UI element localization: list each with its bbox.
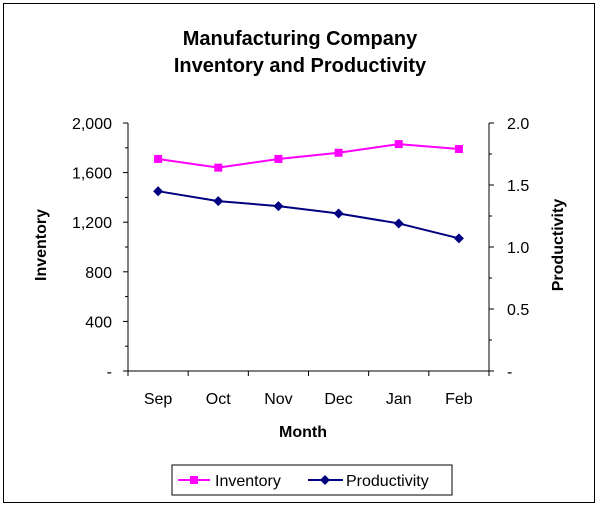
chart-title-line2: Inventory and Productivity — [174, 55, 427, 77]
x-tick-label: Jan — [386, 391, 412, 408]
x-tick-label: Oct — [206, 391, 231, 408]
data-point-productivity — [333, 208, 344, 219]
data-point-productivity — [273, 201, 284, 212]
data-point-productivity — [393, 218, 404, 229]
y-left-tick-label: - — [107, 364, 112, 381]
series-group — [153, 140, 464, 244]
chart-title-line1: Manufacturing Company — [183, 28, 418, 50]
y-left-tick-label: 800 — [85, 265, 112, 282]
y-left-axis-title: Inventory — [33, 209, 50, 281]
y-right-tick-label: - — [507, 364, 512, 381]
data-point-inventory — [394, 140, 403, 149]
y-right-tick-label: 1.0 — [507, 240, 529, 257]
y-right-axis-title: Productivity — [550, 199, 567, 292]
x-tick-label: Dec — [324, 391, 352, 408]
legend-inventory-label: Inventory — [215, 473, 281, 490]
y-left-tick-label: 400 — [85, 314, 112, 331]
axes — [123, 122, 494, 376]
data-point-productivity — [213, 196, 224, 207]
x-axis-title: Month — [279, 424, 327, 441]
y-left-tick-label: 1,600 — [72, 166, 112, 183]
data-point-productivity — [453, 233, 464, 244]
data-point-inventory — [214, 163, 223, 172]
data-point-inventory — [454, 145, 463, 154]
data-point-inventory — [154, 154, 163, 163]
series-line-productivity — [157, 190, 460, 240]
data-point-inventory — [334, 148, 343, 157]
x-tick-label: Sep — [144, 391, 173, 408]
x-tick-label: Nov — [264, 391, 292, 408]
legend: Inventory Productivity — [171, 464, 453, 496]
y-left-tick-label: 2,000 — [72, 116, 112, 133]
y-left-tick-label: 1,200 — [72, 215, 112, 232]
y-right-tick-label: 1.5 — [507, 178, 529, 195]
data-point-inventory — [274, 154, 283, 163]
legend-productivity-marker — [320, 475, 330, 485]
y-right-tick-label: 0.5 — [507, 302, 529, 319]
data-point-productivity — [153, 186, 164, 197]
chart-frame — [3, 3, 595, 503]
legend-inventory-marker — [190, 476, 198, 484]
y-right-tick-label: 2.0 — [507, 116, 529, 133]
x-tick-label: Feb — [445, 391, 473, 408]
legend-productivity-label: Productivity — [346, 473, 429, 490]
tick-labels: - 400 800 1,200 1,600 2,000 - 0.5 1.0 1.5 2.0 Sep Oc… — [72, 116, 529, 408]
series-line-inventory — [157, 143, 459, 169]
